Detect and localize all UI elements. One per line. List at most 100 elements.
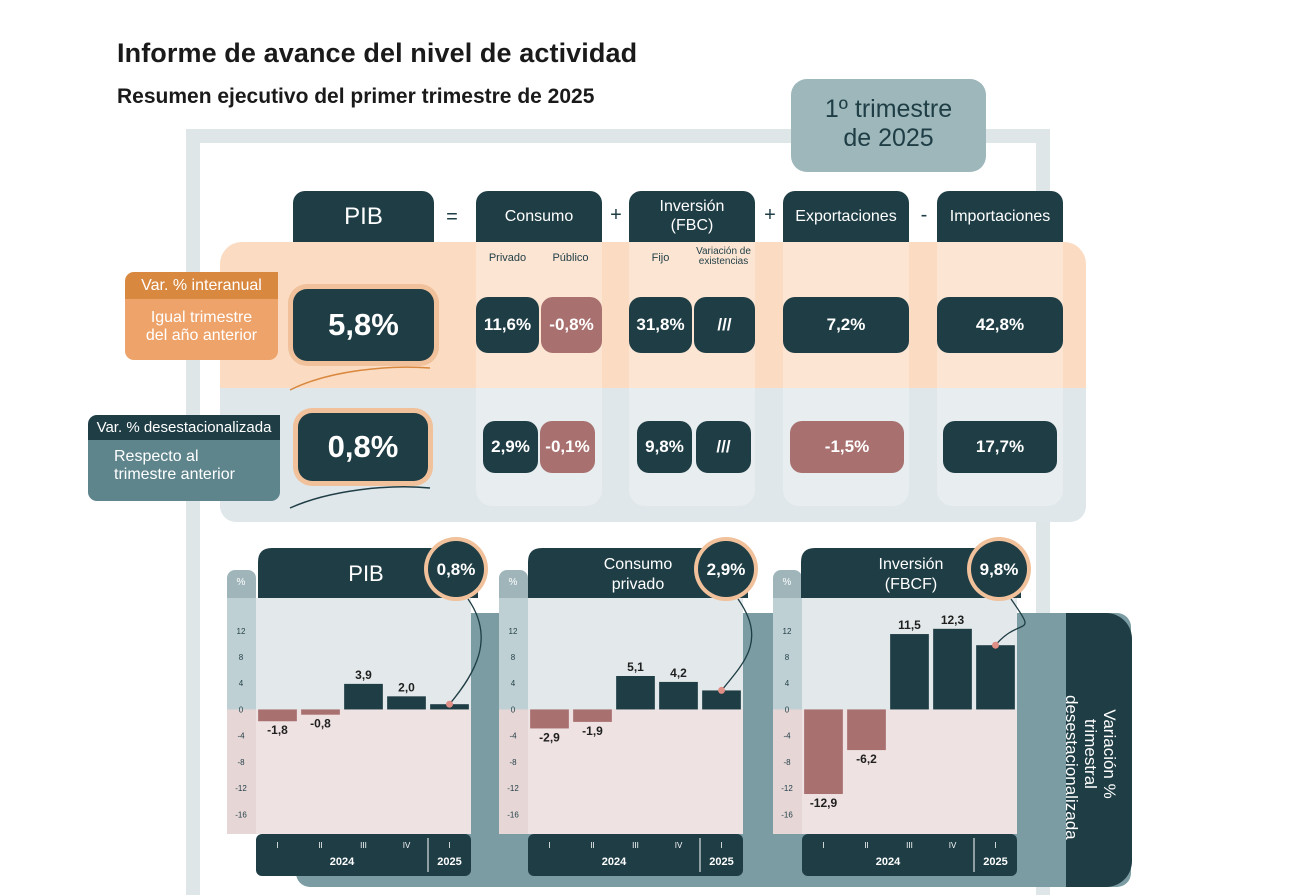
publico-desest-value: -0,1% [540, 421, 595, 473]
y-tick-label: -16 [781, 810, 793, 819]
x-tick-label: III [632, 841, 639, 850]
badge-connector [449, 598, 482, 705]
fijo-desest-value: 9,8% [637, 421, 692, 473]
privado-desest-value: 2,9% [483, 421, 538, 473]
data-label: -6,2 [856, 752, 877, 766]
plot-negative-area [528, 709, 743, 834]
inversion-header-l2: (FBC) [670, 217, 714, 234]
pib-desest-value: 0,8% [298, 413, 428, 481]
chart-header [801, 548, 1021, 598]
bar [702, 690, 741, 710]
year-label: 2025 [709, 856, 733, 868]
inversion-header-l1: Inversión [659, 198, 725, 215]
page-subtitle: Resumen ejecutivo del primer trimestre d… [117, 85, 595, 108]
bar [976, 645, 1015, 710]
desest-tag: Var. % desestacionalizada [88, 415, 280, 440]
y-tick-label: -8 [783, 758, 791, 767]
y-axis-neg-area [227, 709, 256, 834]
x-axis-footer [802, 834, 1017, 876]
chart-header [528, 548, 748, 598]
year-label: 2024 [876, 856, 901, 868]
y-tick-label: -12 [235, 784, 247, 793]
chart-0: % PIB 12 8 4 0 -4 -8 -12 -16 I -1,8 II -0,8 III 3,9 IV 2,… [227, 537, 488, 876]
x-tick-label: II [318, 841, 322, 850]
badge-connector [995, 598, 1026, 646]
x-tick-label: IV [675, 841, 683, 850]
publico-interanual-value: -0,8% [541, 297, 602, 353]
y-tick-label: -4 [783, 732, 791, 741]
op-minus: - [920, 204, 928, 226]
data-label: 3,9 [355, 668, 372, 682]
interanual-desc: Igual trimestre del año anterior [125, 299, 278, 360]
chart-title-l2: (FBCF) [885, 576, 937, 593]
y-tick-label: 12 [509, 627, 518, 636]
bar [387, 696, 426, 710]
highlight-dot [718, 686, 725, 694]
sub-variacion-l1: Variación de [696, 246, 751, 257]
x-tick-label: IV [403, 841, 411, 850]
bar [616, 676, 655, 710]
data-label: 12,3 [941, 613, 965, 627]
y-tick-label: -4 [237, 732, 245, 741]
quarter-badge: 1º trimestre de 2025 [791, 79, 986, 172]
y-axis-neg-area [499, 709, 528, 834]
year-label: 2025 [437, 856, 461, 868]
side-label-panel [1066, 613, 1132, 887]
privado-interanual-value: 11,6% [476, 297, 539, 353]
exportaciones-header: Exportaciones [783, 191, 909, 242]
fijo-interanual-value: 31,8% [629, 297, 692, 353]
sub-privado: Privado [488, 252, 527, 264]
page-title: Informe de avance del nivel de actividad [117, 38, 638, 68]
highlight-dot [992, 641, 999, 649]
year-label: 2024 [330, 856, 355, 868]
op-plus-1: + [610, 204, 622, 226]
x-axis-footer [528, 834, 743, 876]
y-axis-label: % [509, 577, 518, 588]
x-axis-footer [256, 834, 471, 876]
chart-1: % Consumo privado 12 8 4 0 -4 -8 -12 -16 I -2,9 II -1,… [499, 537, 758, 876]
bar [530, 709, 569, 729]
y-tick-label: -8 [509, 758, 517, 767]
quarter-line-2: de 2025 [843, 124, 934, 152]
y-tick-label: 4 [239, 679, 244, 688]
desest-desc-l1: Respecto al [114, 448, 199, 465]
y-tick-label: -12 [781, 784, 793, 793]
op-plus-2: + [764, 204, 776, 226]
data-label: -0,8 [310, 717, 331, 731]
swoosh-dark [289, 486, 431, 509]
y-tick-label: 0 [785, 705, 790, 714]
x-tick-label: I [448, 841, 450, 850]
op-equals: = [446, 206, 458, 228]
data-label: -1,8 [267, 723, 288, 737]
sub-variacion: Variación de existencias [692, 247, 755, 267]
chart-title-l2: privado [612, 576, 665, 593]
y-tick-label: 4 [511, 679, 516, 688]
x-tick-label: I [822, 841, 824, 850]
data-label: -1,9 [582, 724, 603, 738]
existencias-desest-value: /// [696, 421, 751, 473]
badge-circle [971, 541, 1027, 597]
exportaciones-desest-value: -1,5% [790, 421, 904, 473]
plot-negative-area [256, 709, 471, 834]
y-tick-label: 4 [785, 679, 790, 688]
importaciones-interanual-value: 42,8% [937, 297, 1063, 353]
y-tick-label: -8 [237, 758, 245, 767]
interanual-desc-l1: Igual trimestre [150, 309, 253, 326]
chart-title: PIB [348, 561, 383, 586]
bar [344, 683, 383, 710]
y-tick-label: -16 [235, 810, 247, 819]
badge-circle [698, 541, 754, 597]
sub-variacion-l2: existencias [698, 256, 749, 267]
x-tick-label: III [360, 841, 367, 850]
pib-header: PIB [293, 191, 434, 242]
bar [804, 709, 843, 795]
interanual-desc-l2: del año anterior [145, 327, 258, 344]
y-axis-neg-area [773, 709, 802, 834]
y-tick-label: -12 [507, 784, 519, 793]
interanual-tag: Var. % interanual [125, 272, 278, 299]
data-label: 4,2 [670, 666, 687, 680]
chart-2: % Inversión (FBCF) 12 8 4 0 -4 -8 -12 -16 I -12,9 II -… [773, 537, 1031, 876]
swoosh-lines [289, 366, 431, 509]
bar [258, 709, 297, 722]
